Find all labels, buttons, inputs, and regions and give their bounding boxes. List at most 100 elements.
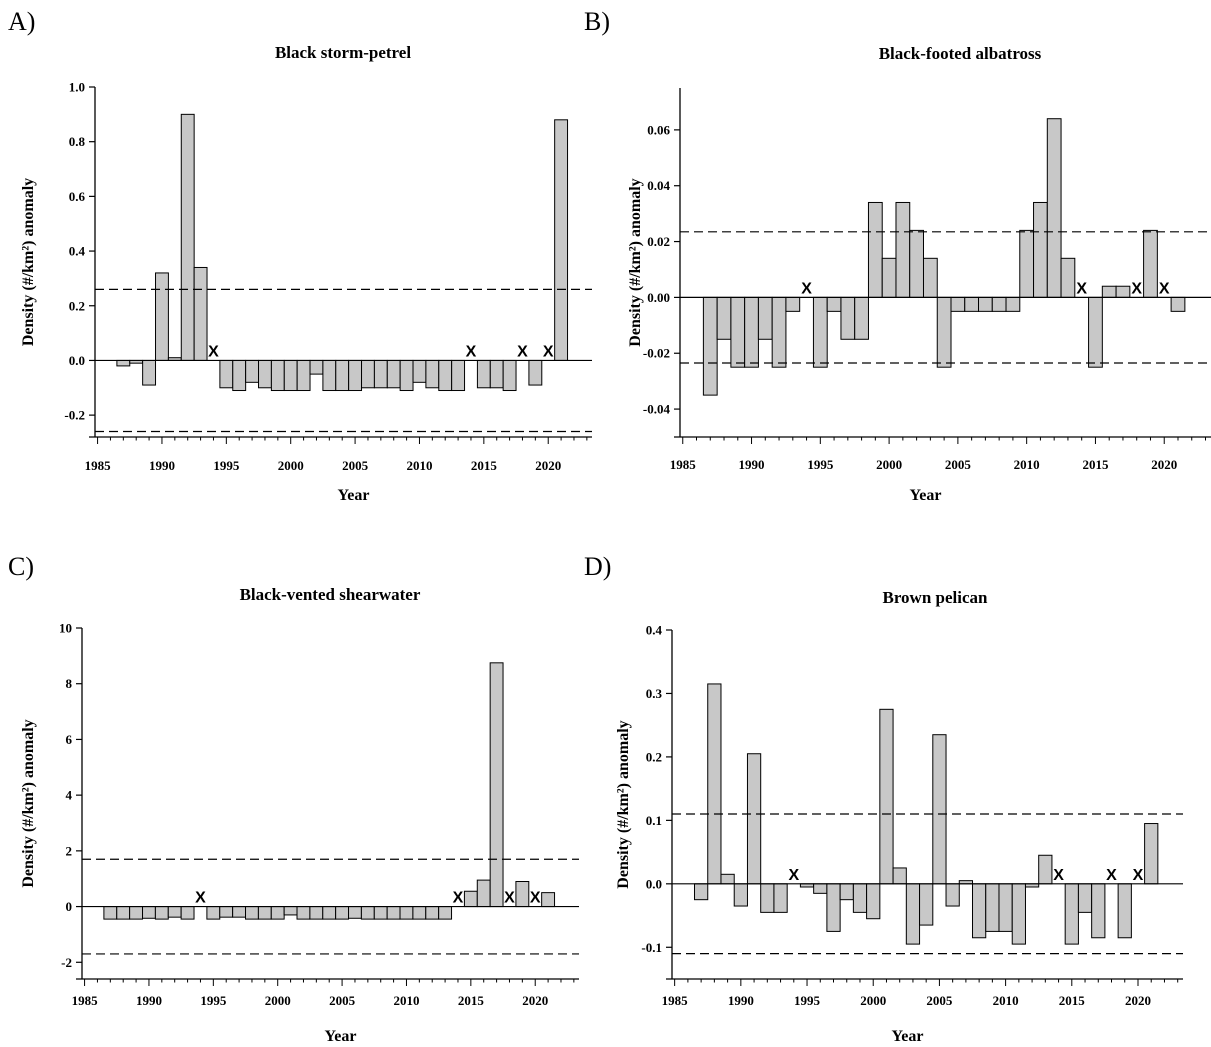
x-tick-label: 2020 <box>1125 993 1151 1008</box>
bar-1993 <box>193 266 208 361</box>
bar-1987 <box>702 296 718 396</box>
x-tick-label: 2000 <box>876 457 902 472</box>
bar-2017 <box>489 662 504 908</box>
bar-2000 <box>866 883 881 920</box>
bar-2002 <box>296 906 311 920</box>
bar-1999 <box>257 906 272 920</box>
bar-2005 <box>335 906 350 920</box>
x-tick-label: 2005 <box>926 993 953 1008</box>
x-tick-label: 2020 <box>535 458 561 473</box>
bar-2016 <box>1101 285 1117 298</box>
bar-2004 <box>919 883 934 926</box>
bar-2001 <box>879 708 894 885</box>
bar-2002 <box>309 359 324 375</box>
bar-2005 <box>932 734 947 885</box>
missing-year-mark-1994: X <box>788 867 799 884</box>
bar-2005 <box>950 296 966 312</box>
bar-2000 <box>270 906 285 920</box>
bar-1995 <box>812 296 828 368</box>
chart-title: Black-vented shearwater <box>240 585 421 604</box>
missing-year-mark-2018: X <box>1106 867 1117 884</box>
x-tick-label: 2015 <box>471 458 498 473</box>
missing-year-mark-1994: X <box>195 890 206 907</box>
bar-2019 <box>1143 229 1158 298</box>
bar-1991 <box>746 753 762 885</box>
bar-1998 <box>854 296 869 340</box>
bar-1999 <box>270 359 285 392</box>
bar-2019 <box>515 881 530 908</box>
missing-year-mark-2014: X <box>1053 867 1064 884</box>
y-tick-label: 2 <box>66 843 73 858</box>
y-tick-label: 0.0 <box>69 353 85 368</box>
bar-2013 <box>1060 257 1076 298</box>
bar-2011 <box>1011 883 1026 945</box>
y-tick-label: 10 <box>59 621 72 636</box>
bar-2010 <box>1019 229 1035 298</box>
bar-2007 <box>360 906 375 920</box>
missing-year-mark-2014: X <box>453 890 464 907</box>
y-tick-label: 0.02 <box>647 234 670 249</box>
bar-1989 <box>129 906 144 920</box>
bar-2000 <box>881 257 897 298</box>
x-tick-label: 2010 <box>393 993 419 1008</box>
bar-2010 <box>399 906 414 920</box>
y-tick-label: -0.1 <box>641 940 662 955</box>
x-tick-label: 2015 <box>458 993 485 1008</box>
bar-2002 <box>909 229 924 298</box>
panel-letter: B) <box>584 7 610 36</box>
bar-2017 <box>1091 883 1106 939</box>
bar-1996 <box>826 296 842 312</box>
bar-1989 <box>142 359 157 386</box>
x-tick-label: 1985 <box>670 457 697 472</box>
bar-2009 <box>386 906 401 920</box>
x-tick-label: 1990 <box>739 457 765 472</box>
bar-2008 <box>373 906 388 920</box>
x-axis-label: Year <box>892 1028 924 1045</box>
y-tick-label: 0.3 <box>646 686 663 701</box>
bar-2015 <box>463 890 478 908</box>
bar-2006 <box>361 359 375 389</box>
x-axis-label: Year <box>910 487 942 504</box>
bar-1997 <box>840 296 856 340</box>
x-tick-label: 2020 <box>522 993 548 1008</box>
bar-2011 <box>425 359 440 389</box>
y-axis-label: Density (#/km²) anomaly <box>627 178 644 346</box>
bar-2016 <box>489 359 504 389</box>
bar-2004 <box>936 296 952 368</box>
x-tick-label: 2000 <box>278 458 304 473</box>
missing-year-mark-2014: X <box>466 343 477 360</box>
x-tick-label: 1995 <box>807 457 834 472</box>
bar-2008 <box>991 296 1007 312</box>
bar-2001 <box>283 906 298 916</box>
bar-2009 <box>399 359 414 392</box>
bar-2006 <box>945 883 960 907</box>
bar-1999 <box>867 201 883 298</box>
x-tick-label: 2005 <box>342 458 369 473</box>
y-axis-label: Density (#/km²) anomaly <box>20 178 37 346</box>
y-tick-label: 0.2 <box>646 749 662 764</box>
bar-2009 <box>1005 296 1021 312</box>
bar-1989 <box>720 873 735 885</box>
missing-year-mark-2020: X <box>543 343 554 360</box>
x-tick-label: 2010 <box>406 458 432 473</box>
bar-1992 <box>180 113 195 361</box>
y-tick-label: 6 <box>66 732 73 747</box>
bar-2004 <box>335 359 350 392</box>
bar-1991 <box>757 296 773 340</box>
y-tick-label: 0.04 <box>647 178 670 193</box>
y-tick-label: 0.2 <box>69 298 85 313</box>
y-tick-label: 0.6 <box>69 189 86 204</box>
bar-2016 <box>1077 883 1093 913</box>
bar-2003 <box>322 359 337 392</box>
bar-1998 <box>258 359 272 389</box>
y-tick-label: 0.0 <box>646 876 662 891</box>
bar-2013 <box>451 359 466 392</box>
missing-year-mark-1994: X <box>208 343 219 360</box>
x-tick-label: 1990 <box>728 993 754 1008</box>
bar-1989 <box>730 296 746 368</box>
bar-2003 <box>905 883 921 945</box>
bar-2003 <box>309 906 324 920</box>
